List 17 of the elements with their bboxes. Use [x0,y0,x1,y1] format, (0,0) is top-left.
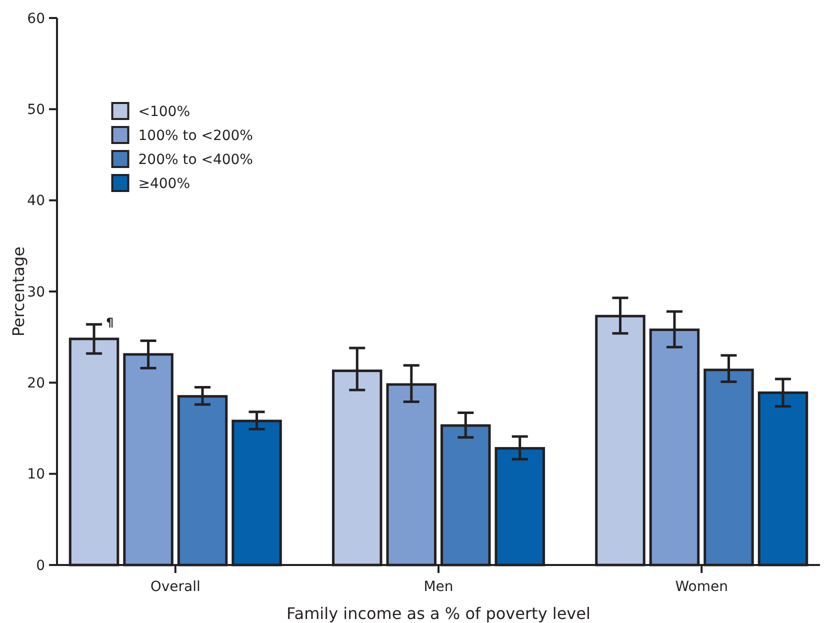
y-tick-label: 60 [27,10,45,27]
legend-label: ≥400% [138,176,190,192]
y-tick-label: 30 [27,284,45,300]
y-tick-label: 10 [27,466,45,483]
y-tick-label: 50 [27,102,45,118]
y-tick-label: 0 [36,558,45,574]
y-axis-title: Percentage [9,246,28,337]
legend-label: <100% [138,104,190,120]
x-axis-title: Family income as a % of poverty level [286,604,590,623]
legend-label: 200% to <400% [138,152,253,168]
x-tick-label: Women [675,579,728,595]
y-tick-label: 40 [27,193,45,210]
x-tick-label: Men [424,579,454,595]
legend-label: 100% to <200% [138,128,253,144]
y-tick-label: 20 [27,376,45,392]
annotation: ¶ [106,315,114,330]
x-tick-label: Overall [150,579,200,595]
